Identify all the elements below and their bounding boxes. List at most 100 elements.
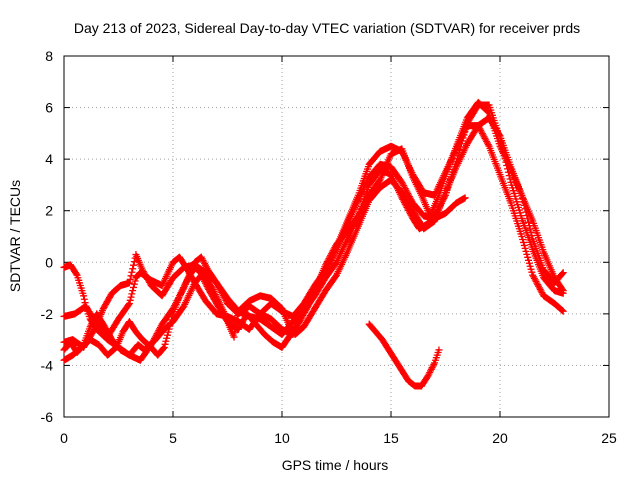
data-point-marker <box>532 278 540 286</box>
data-point-marker <box>214 282 222 290</box>
series-track-e <box>60 98 567 351</box>
data-point-marker <box>322 261 330 269</box>
data-point-marker <box>519 195 527 203</box>
data-point-marker <box>358 206 366 214</box>
data-point-marker <box>424 372 432 380</box>
data-point-marker <box>215 297 223 305</box>
data-point-marker <box>359 202 367 210</box>
data-point-marker <box>161 340 169 348</box>
data-point-marker <box>427 367 435 375</box>
data-point-marker <box>213 281 221 289</box>
x-tick-label: 15 <box>383 430 399 446</box>
data-point-marker <box>520 201 528 209</box>
data-point-marker <box>323 258 331 266</box>
data-point-marker <box>483 139 491 147</box>
data-point-marker <box>176 292 184 300</box>
data-point-marker <box>362 198 370 206</box>
data-point-marker <box>405 207 413 215</box>
data-point-marker <box>211 289 219 297</box>
data-point-marker <box>400 183 408 191</box>
x-tick-label: 20 <box>492 430 508 446</box>
data-point-marker <box>324 256 332 264</box>
data-point-marker <box>523 211 531 219</box>
data-point-marker <box>215 299 223 307</box>
data-point-marker <box>519 198 527 206</box>
data-point-marker <box>176 290 184 298</box>
y-tick-label: 4 <box>45 151 53 167</box>
data-point-marker <box>483 137 491 145</box>
data-point-marker <box>221 295 229 303</box>
x-tick-label: 5 <box>169 430 177 446</box>
data-point-marker <box>328 248 336 256</box>
data-point-marker <box>375 177 383 185</box>
data-point-marker <box>478 128 486 136</box>
data-point-marker <box>162 337 170 345</box>
data-point-marker <box>403 188 411 196</box>
data-point-marker <box>213 279 221 287</box>
x-tick-label: 10 <box>274 430 290 446</box>
data-point-marker <box>208 284 216 292</box>
data-point-marker <box>322 259 330 267</box>
data-points <box>60 98 567 390</box>
y-tick-label: -4 <box>41 357 54 373</box>
data-point-marker <box>530 274 538 282</box>
data-point-marker <box>165 325 173 333</box>
data-point-marker <box>537 287 545 295</box>
y-tick-label: 0 <box>45 254 53 270</box>
data-point-marker <box>478 130 486 138</box>
data-point-marker <box>326 253 334 261</box>
data-point-marker <box>201 260 209 268</box>
data-point-marker <box>329 247 337 255</box>
data-point-marker <box>197 253 205 261</box>
data-point-marker <box>220 293 228 301</box>
data-point-marker <box>360 201 368 209</box>
data-point-marker <box>527 228 535 236</box>
data-point-marker <box>330 245 338 253</box>
data-point-marker <box>525 218 533 226</box>
data-point-marker <box>400 199 408 207</box>
data-point-marker <box>219 292 227 300</box>
data-point-marker <box>430 360 438 368</box>
data-point-marker <box>521 205 529 213</box>
data-point-marker <box>437 199 445 207</box>
data-point-marker <box>559 269 567 277</box>
data-point-marker <box>407 211 415 219</box>
data-point-marker <box>183 277 191 285</box>
data-point-marker <box>129 283 137 291</box>
data-point-marker <box>436 201 444 209</box>
chart-title: Day 213 of 2023, Sidereal Day-to-day VTE… <box>74 20 580 36</box>
data-point-marker <box>522 208 530 216</box>
data-point-marker <box>80 292 88 300</box>
data-point-marker <box>401 200 409 208</box>
data-point-marker <box>558 270 566 278</box>
y-axis-label: SDTVAR / TECUs <box>7 180 23 292</box>
data-point-marker <box>129 265 137 273</box>
data-point-marker <box>461 194 469 202</box>
y-tick-label: -6 <box>41 409 54 425</box>
data-point-marker <box>209 286 217 294</box>
data-point-marker <box>535 282 543 290</box>
data-point-marker <box>405 208 413 216</box>
data-point-marker <box>531 276 539 284</box>
data-point-marker <box>402 202 410 210</box>
data-point-marker <box>212 292 220 300</box>
data-point-marker <box>354 212 362 220</box>
data-point-marker <box>426 369 434 377</box>
data-point-marker <box>160 343 168 351</box>
data-point-marker <box>558 307 566 315</box>
data-point-marker <box>400 197 408 205</box>
data-point-marker <box>125 279 133 287</box>
data-point-marker <box>534 281 542 289</box>
axis-ticks <box>63 55 610 418</box>
data-point-marker <box>180 282 188 290</box>
data-point-marker <box>126 275 134 283</box>
data-point-marker <box>218 288 226 296</box>
data-point-marker <box>358 204 366 212</box>
data-point-marker <box>86 323 94 331</box>
data-point-marker <box>180 284 188 292</box>
data-point-marker <box>533 279 541 287</box>
x-tick-labels: 0 5 10 15 20 25 <box>60 430 617 446</box>
data-point-marker <box>200 258 208 266</box>
